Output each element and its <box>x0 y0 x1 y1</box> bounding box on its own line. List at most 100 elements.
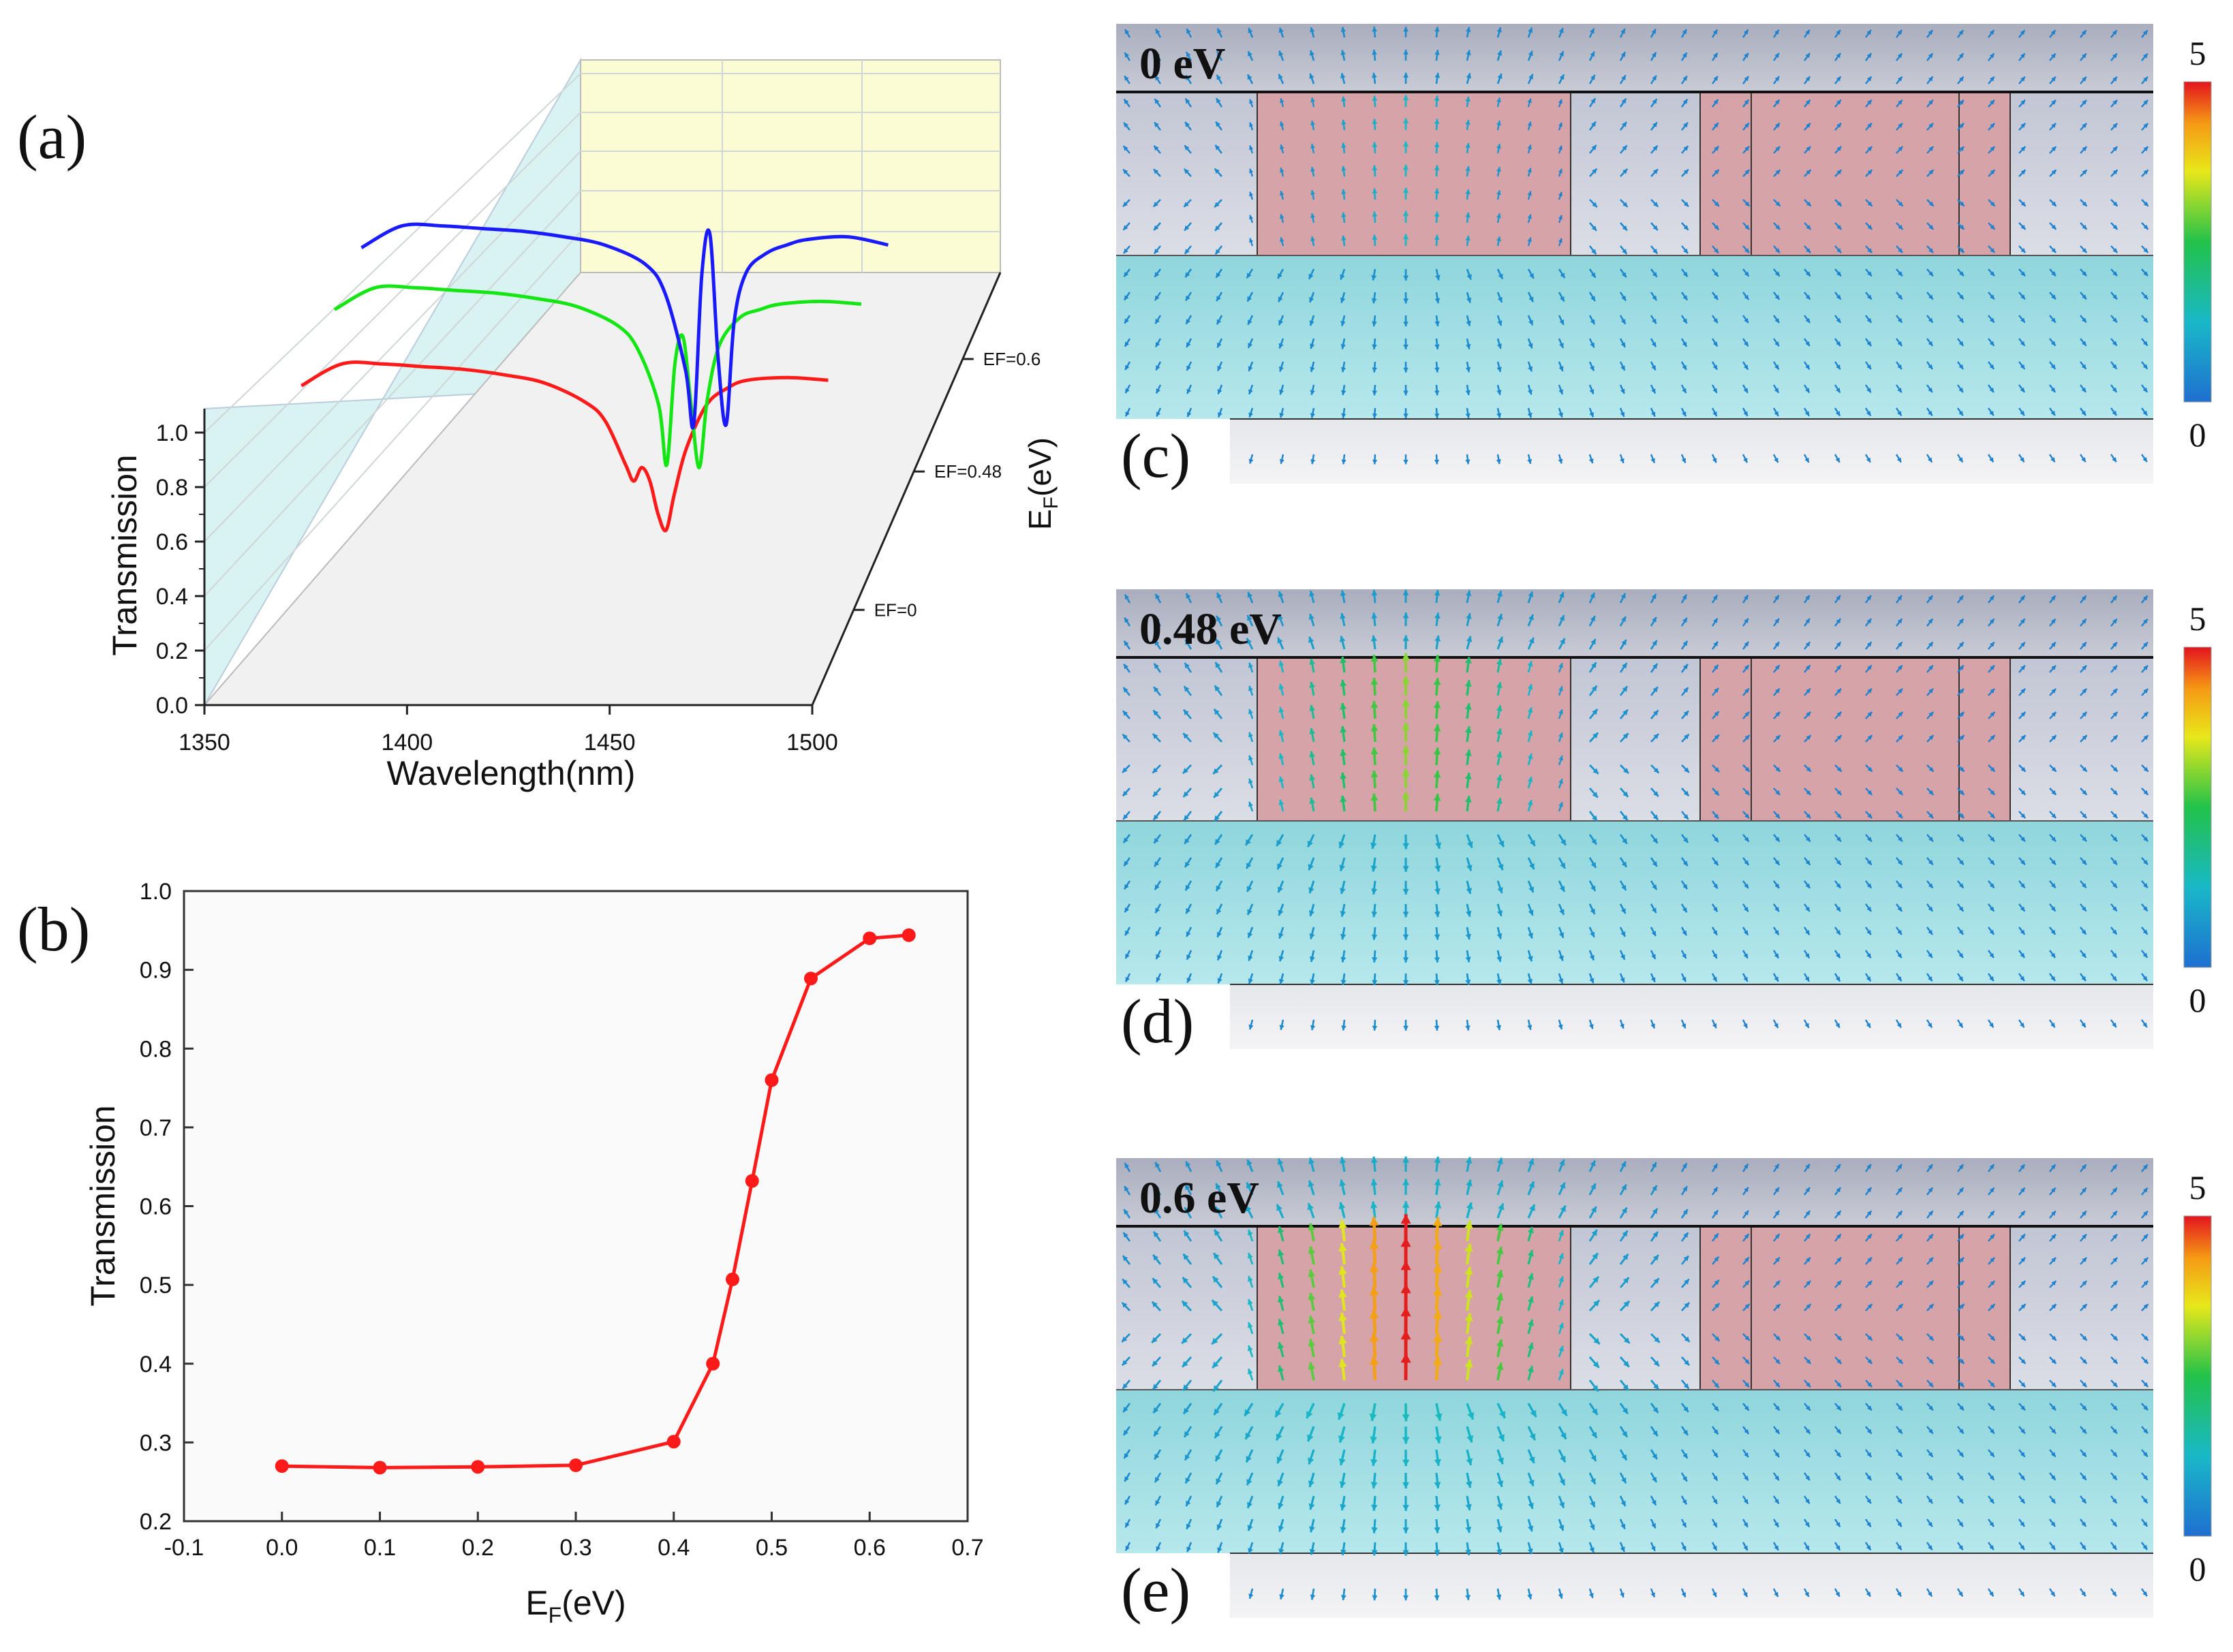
field-arrow-head <box>1896 1023 1901 1028</box>
field-arrow-head <box>1466 636 1473 642</box>
field-arrow-head <box>1216 1160 1222 1167</box>
field-arrow-head <box>1156 954 1160 959</box>
field-arrow-head <box>1123 248 1128 253</box>
field-arrow-head <box>1559 909 1565 915</box>
field-arrow-head <box>1277 1181 1283 1188</box>
field-arrow-head <box>1372 95 1378 101</box>
field-arrow-head <box>1497 887 1503 894</box>
field-arrow-head <box>1714 1406 1719 1412</box>
field-arrow-head <box>1402 911 1409 918</box>
field-arrow-head <box>1928 1452 1933 1457</box>
a-zlabel-main: E <box>1022 509 1058 530</box>
field-arrow-head <box>1215 662 1221 668</box>
field-arrow-head <box>1433 724 1441 732</box>
field-arrow-head <box>1774 642 1780 647</box>
field-arrow-head <box>1806 837 1811 842</box>
field-arrow-head <box>1402 768 1410 777</box>
field-arrow-head <box>1590 342 1595 348</box>
field-arrow-head <box>1590 885 1596 891</box>
field-arrow-head <box>1774 364 1779 370</box>
b-ytick-label: 0.8 <box>140 1036 172 1062</box>
field-arrow-head <box>1866 906 1872 911</box>
field-arrow-head <box>1466 1481 1473 1488</box>
field-arrow-head <box>1309 1526 1315 1533</box>
b-ytick-label: 0.3 <box>140 1430 172 1456</box>
field-arrow-head <box>1308 864 1314 871</box>
field-arrow-head <box>1867 1281 1873 1285</box>
field-arrow-head <box>2112 1211 2117 1216</box>
field-arrow-head <box>1622 815 1628 821</box>
field-arrow-head <box>1498 1411 1505 1418</box>
b-y-ticks: 0.20.30.40.50.60.70.80.91.0 <box>140 879 194 1535</box>
field-arrow-head <box>1744 318 1749 324</box>
field-arrow-head <box>1806 1280 1811 1285</box>
field-arrow-head <box>1774 99 1780 105</box>
field-arrow-head <box>1155 318 1160 324</box>
field-arrow-head <box>1216 931 1222 937</box>
field-arrow-head <box>1402 1550 1409 1556</box>
b-ytick-label: 0.2 <box>140 1509 172 1535</box>
field-arrow-head <box>1681 458 1687 463</box>
field-arrow-head <box>1340 796 1347 802</box>
field-arrow-head <box>1990 271 1995 277</box>
field-arrow-head <box>2143 1358 2149 1364</box>
field-arrow-head <box>1216 296 1221 301</box>
field-arrow-head <box>1897 1164 1902 1170</box>
field-arrow-head <box>1497 74 1503 79</box>
field-arrow-head <box>1153 814 1159 820</box>
field-arrow-head <box>2050 595 2056 601</box>
field-arrow-head <box>1653 734 1659 739</box>
field-arrow-head <box>1805 860 1811 865</box>
field-arrow-head <box>1866 29 1871 35</box>
field-arrow-head <box>1247 592 1253 598</box>
field-arrow-head <box>1806 146 1811 151</box>
field-arrow-head <box>1216 272 1221 278</box>
field-arrow-head <box>1836 123 1841 128</box>
field-arrow-head <box>1496 27 1502 33</box>
field-arrow-head <box>1496 343 1503 349</box>
field-arrow-head <box>1559 343 1564 348</box>
field-arrow-head <box>1307 840 1313 847</box>
field-arrow-head <box>1372 957 1378 963</box>
field-arrow-head <box>1434 1459 1441 1466</box>
b-data-point <box>765 1073 779 1087</box>
field-arrow-head <box>1558 932 1565 938</box>
field-arrow-head <box>1124 884 1129 890</box>
field-arrow-head <box>1622 733 1629 739</box>
field-arrow-head <box>1402 589 1409 595</box>
field-arrow-head <box>1959 813 1965 819</box>
field-arrow-head <box>1989 457 1994 463</box>
field-arrow-head <box>1184 1407 1190 1414</box>
field-arrow-head <box>1402 745 1410 753</box>
field-arrow-head <box>1338 1358 1347 1368</box>
field-arrow-head <box>1400 1353 1411 1363</box>
wall-gridlines <box>204 60 1000 651</box>
field-arrow-head <box>1713 884 1718 889</box>
field-arrow-head <box>1434 888 1441 894</box>
field-arrow-head <box>1897 388 1902 393</box>
field-arrow-head <box>1218 412 1222 418</box>
field-arrow-head <box>1622 202 1628 207</box>
field-arrow-head <box>1651 1523 1656 1529</box>
field-arrow-head <box>1182 1277 1189 1283</box>
field-arrow-head <box>1154 145 1159 151</box>
field-arrow-head <box>2020 929 2025 935</box>
field-arrow-head <box>1249 122 1254 127</box>
field-arrow-head <box>1928 860 1933 865</box>
field-arrow-head <box>1836 317 1841 323</box>
field-arrow-head <box>1590 639 1596 645</box>
field-arrow-head <box>1744 618 1749 623</box>
field-arrow-head <box>1340 590 1346 596</box>
field-arrow-head <box>1527 389 1533 395</box>
field-arrow-head <box>1527 214 1532 219</box>
field-arrow-head <box>1215 144 1220 151</box>
field-arrow-head <box>1434 1179 1441 1186</box>
field-arrow-head <box>1528 591 1534 597</box>
field-arrow-head <box>1928 224 1934 230</box>
field-arrow-head <box>1217 1547 1222 1553</box>
field-arrow-head <box>1527 1250 1534 1257</box>
field-arrow-head <box>2112 387 2117 392</box>
field-arrow-head <box>1122 734 1128 740</box>
field-arrow-head <box>2142 929 2148 935</box>
